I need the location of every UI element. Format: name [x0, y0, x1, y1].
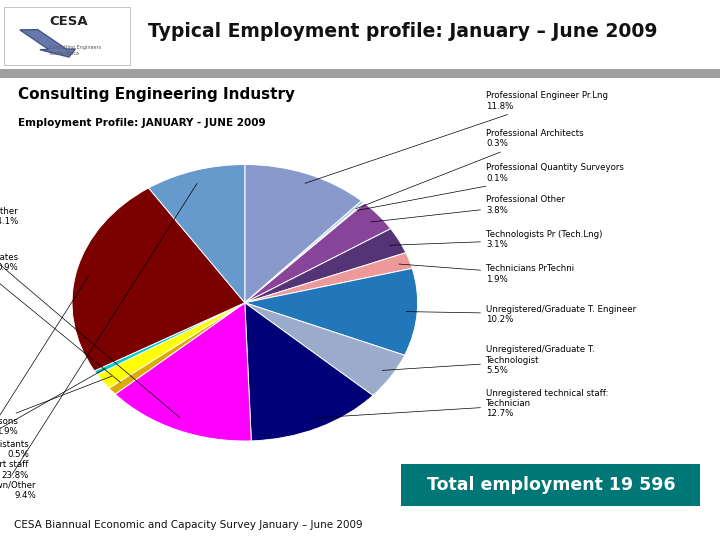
- Wedge shape: [94, 303, 245, 375]
- Text: Unregistered/Graduate T.
Technologist
5.5%: Unregistered/Graduate T. Technologist 5.…: [382, 346, 595, 375]
- Wedge shape: [245, 253, 412, 303]
- Wedge shape: [72, 188, 245, 371]
- Wedge shape: [245, 165, 361, 303]
- Text: Technologists Pr (Tech.Lng)
3.1%: Technologists Pr (Tech.Lng) 3.1%: [390, 230, 603, 249]
- Text: Typical Employment profile: January – June 2009: Typical Employment profile: January – Ju…: [148, 22, 658, 41]
- Text: CESA: CESA: [49, 16, 88, 29]
- FancyBboxPatch shape: [4, 7, 130, 65]
- FancyArrow shape: [20, 30, 76, 57]
- Wedge shape: [245, 228, 406, 303]
- Text: Consulting Engineering Industry: Consulting Engineering Industry: [18, 87, 295, 102]
- Text: Technicians PrTechni
1.9%: Technicians PrTechni 1.9%: [399, 264, 574, 284]
- Wedge shape: [148, 165, 245, 303]
- Text: Unregistered technical staff:
Technician
12.7%: Unregistered technical staff: Technician…: [315, 389, 608, 419]
- Text: Professional Other
3.8%: Professional Other 3.8%: [371, 195, 565, 222]
- Wedge shape: [245, 303, 405, 395]
- Wedge shape: [245, 303, 373, 441]
- Text: Professional Engineer Pr.Lng
11.8%: Professional Engineer Pr.Lng 11.8%: [305, 91, 608, 183]
- Text: Unregistered/Graduate T. Engineer
10.2%: Unregistered/Graduate T. Engineer 10.2%: [406, 305, 636, 324]
- Wedge shape: [245, 203, 391, 303]
- Text: Professional Quantity Surveyors
0.1%: Professional Quantity Surveyors 0.1%: [357, 164, 624, 211]
- Text: Administrative / Support staff
23.8%: Administrative / Support staff 23.8%: [0, 276, 89, 480]
- Bar: [0, 69, 720, 78]
- Text: CESA Biannual Economic and Capacity Survey January – June 2009: CESA Biannual Economic and Capacity Surv…: [14, 520, 363, 530]
- Wedge shape: [115, 303, 251, 441]
- Text: Employment Profile: JANUARY - JUNE 2009: Employment Profile: JANUARY - JUNE 2009: [18, 118, 266, 129]
- Wedge shape: [97, 303, 245, 388]
- Text: Total employment 19 596: Total employment 19 596: [426, 476, 675, 494]
- Text: Laboratory / Survey Assistants
0.5%: Laboratory / Survey Assistants 0.5%: [0, 368, 105, 460]
- Wedge shape: [245, 268, 418, 355]
- Text: Draughtspersons
1.9%: Draughtspersons 1.9%: [0, 376, 112, 436]
- Text: Consulting Engineers
South Africa: Consulting Engineers South Africa: [49, 45, 101, 57]
- Text: Unknown/Other
9.4%: Unknown/Other 9.4%: [0, 184, 197, 500]
- Wedge shape: [245, 202, 364, 303]
- Text: Professional Architects
0.3%: Professional Architects 0.3%: [356, 129, 584, 209]
- FancyBboxPatch shape: [402, 464, 700, 506]
- Text: Technical Associates
0.9%: Technical Associates 0.9%: [0, 253, 120, 382]
- Text: Unregistered technical staff: Other
14.1%: Unregistered technical staff: Other 14.1…: [0, 207, 180, 418]
- Wedge shape: [109, 303, 245, 394]
- Wedge shape: [245, 201, 364, 303]
